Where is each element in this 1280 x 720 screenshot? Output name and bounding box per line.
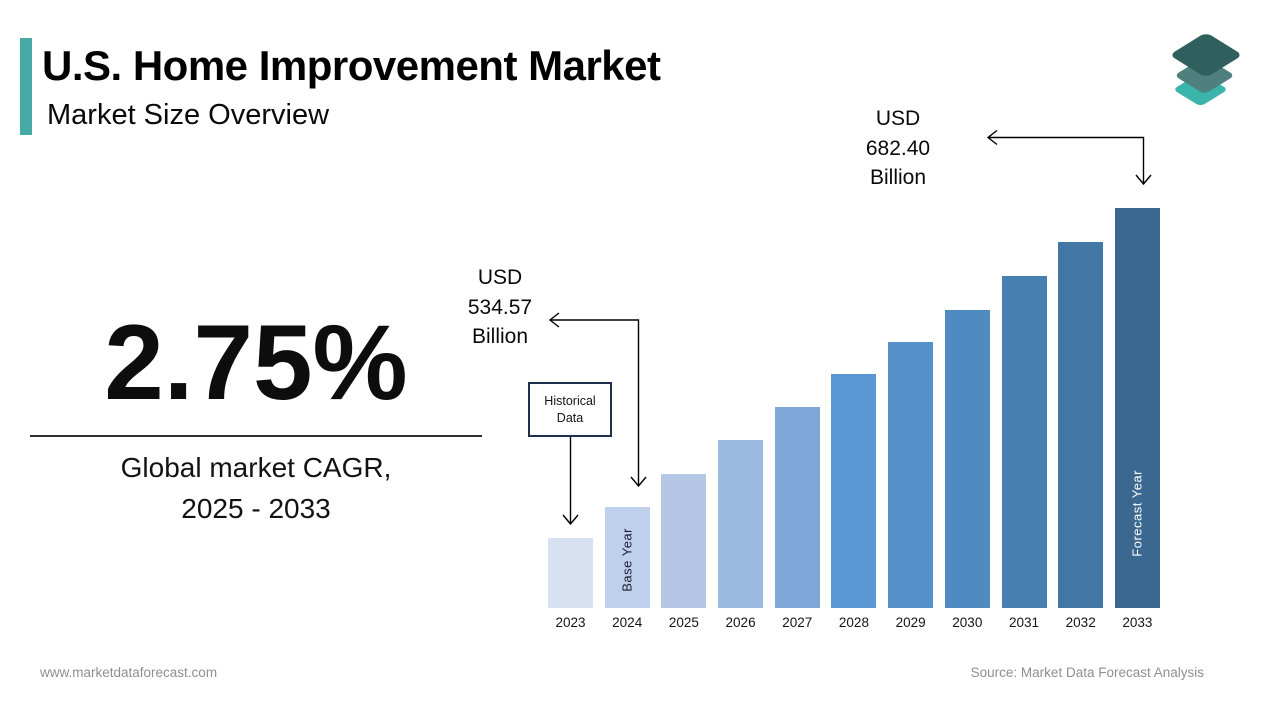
bar-2031 — [1001, 276, 1047, 608]
axis-label-2030: 2030 — [952, 615, 983, 630]
title-accent-bar — [20, 38, 32, 135]
market-size-bar-chart: 2023 Base Year 2024 2025 2026 2027 2028 2029 203… — [548, 205, 1160, 630]
base-year-value-callout: USD 534.57 Billion — [440, 263, 560, 352]
page-title: U.S. Home Improvement Market — [42, 42, 661, 89]
bar-slot-2031: 2031 — [1001, 205, 1047, 630]
axis-label-2033: 2033 — [1122, 615, 1153, 630]
forecast-callout-amount: 682.40 — [865, 136, 931, 160]
bar-slot-2025: 2025 — [661, 205, 707, 630]
axis-label-2032: 2032 — [1065, 615, 1096, 630]
axis-label-2027: 2027 — [782, 615, 813, 630]
forecast-callout-unit: Billion — [869, 166, 927, 189]
axis-label-2029: 2029 — [895, 615, 926, 630]
stat-divider — [30, 435, 482, 437]
cagr-caption-line1: Global market CAGR, — [120, 452, 392, 483]
forecast-value-callout: USD 682.40 Billion — [838, 104, 958, 193]
bar-slot-2027: 2027 — [774, 205, 820, 630]
bar-slot-2029: 2029 — [888, 205, 934, 630]
cagr-value: 2.75% — [104, 302, 408, 422]
axis-label-2026: 2026 — [725, 615, 756, 630]
bar-2025 — [661, 474, 707, 608]
bar-inner-label-2024: Base Year — [619, 528, 635, 592]
axis-label-2025: 2025 — [668, 615, 699, 630]
forecast-value-arrow — [986, 129, 1152, 186]
axis-label-2028: 2028 — [838, 615, 869, 630]
page-subtitle: Market Size Overview — [47, 99, 330, 131]
bar-2023 — [548, 538, 593, 608]
bar-slot-2026: 2026 — [718, 205, 764, 630]
forecast-callout-currency: USD — [875, 107, 921, 130]
brand-logo — [1169, 30, 1250, 112]
axis-label-2031: 2031 — [1008, 615, 1040, 630]
bar-slot-2030: 2030 — [944, 205, 990, 630]
bar-2028 — [831, 374, 877, 608]
bar-2032 — [1058, 242, 1104, 608]
bar-slot-2023: 2023 — [548, 205, 593, 630]
bar-2030 — [944, 310, 990, 608]
website-text: www.marketdataforecast.com — [40, 665, 218, 680]
base-year-callout-amount: 534.57 — [467, 295, 533, 319]
axis-label-2023: 2023 — [555, 615, 586, 630]
bar-2027 — [774, 407, 820, 608]
cagr-caption: Global market CAGR, 2025 - 2033 — [28, 447, 484, 529]
bar-slot-2024: Base Year 2024 — [604, 205, 650, 630]
axis-label-2024: 2024 — [612, 615, 643, 630]
bar-slot-2033: Forecast Year 2033 — [1114, 205, 1160, 630]
bar-2026 — [718, 440, 764, 608]
bar-2033: Forecast Year — [1114, 208, 1160, 608]
bar-2024: Base Year — [604, 507, 650, 608]
bar-inner-label-2033: Forecast Year — [1129, 470, 1145, 557]
bar-slot-2028: 2028 — [831, 205, 877, 630]
source-note: Source: Market Data Forecast Analysis — [970, 665, 1204, 680]
bar-slot-2032: 2032 — [1058, 205, 1104, 630]
base-year-callout-unit: Billion — [471, 325, 529, 348]
cagr-caption-line2: 2025 - 2033 — [181, 493, 331, 524]
base-year-callout-currency: USD — [477, 266, 523, 289]
bar-2029 — [888, 342, 934, 608]
